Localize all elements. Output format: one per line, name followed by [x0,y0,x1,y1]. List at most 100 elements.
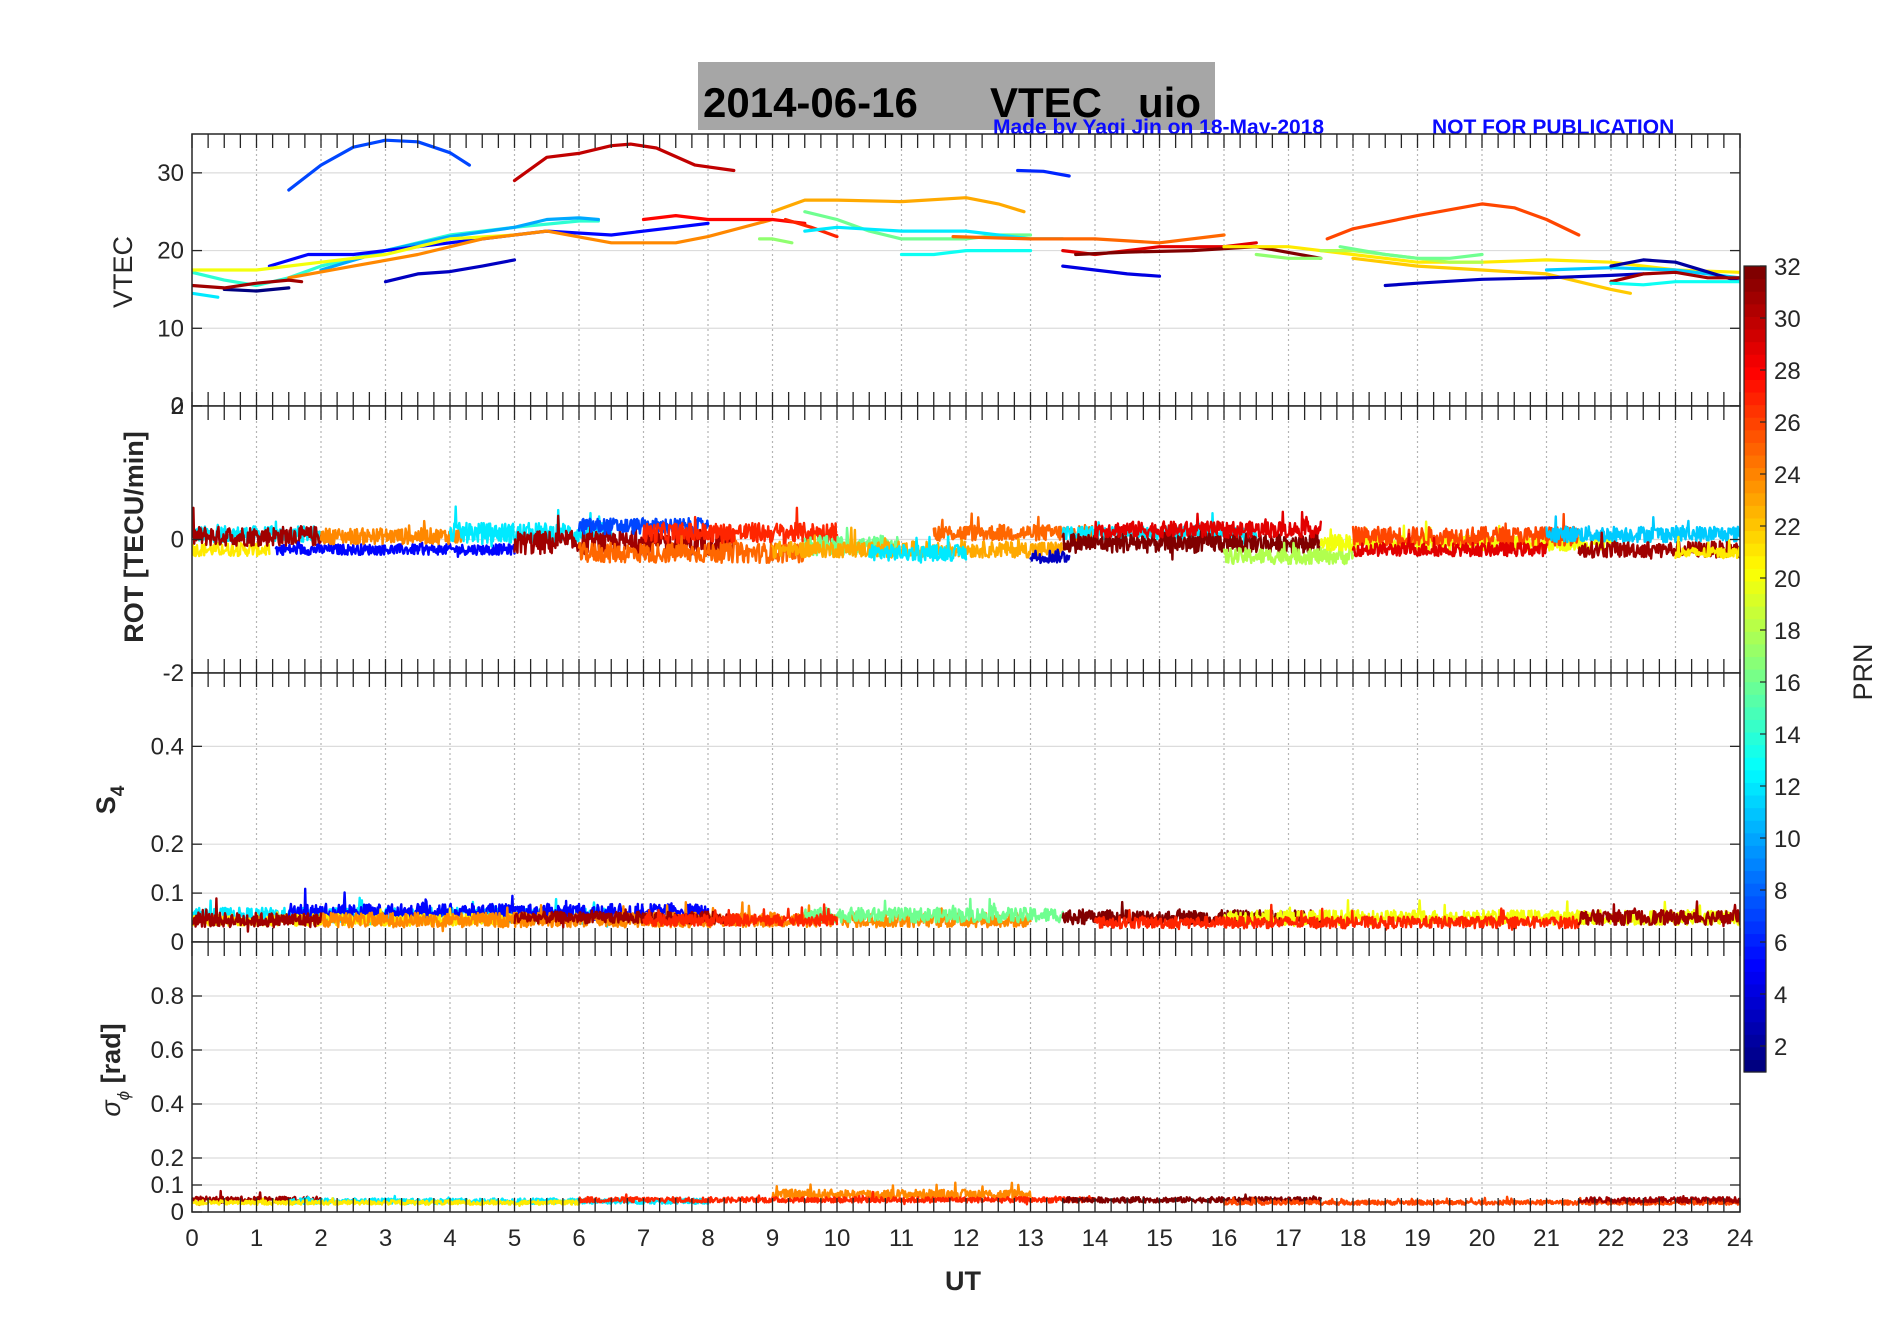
s4-series-group [192,887,1740,933]
vtec-series-prn-2 [1609,258,1740,284]
colorbar-segment [1744,517,1766,532]
colorbar-tick-label: 26 [1774,410,1801,437]
colorbar-segment [1744,1059,1766,1073]
colorbar-tick-label: 14 [1774,722,1801,749]
rot-series-prn-24 [319,519,465,546]
title-quantity: VTEC [990,79,1102,126]
colorbar-segment [1744,480,1766,494]
vtec-series-prn-11 [1544,266,1740,280]
colorbar-tick-label: 18 [1774,618,1801,645]
colorbar-tick-label: 16 [1774,670,1801,697]
colorbar-segment [1744,366,1766,380]
s4-series-prn-31 [192,897,323,933]
colorbar-segment [1744,543,1766,557]
colorbar-segment [1744,593,1766,607]
colorbar-segment [1744,870,1766,884]
vtec-ytick-label: 30 [157,160,184,187]
title-date: 2014-06-16 [703,79,918,126]
sigma_phi-series-prn-24 [771,1181,1032,1201]
sigma-phi-panel: 00.10.20.40.60.80 1 2 3 4 5 6 7 8 9 10 11 12 13 14 15 16… [151,941,1753,1252]
rot-series-group [192,505,1740,566]
colorbar-segment [1744,694,1766,708]
colorbar-segment [1744,341,1766,355]
s4-series-prn-31 [513,908,735,929]
colorbar-segment [1744,669,1766,683]
colorbar-segment [1744,354,1766,368]
vtec-ytick-label: 20 [157,238,184,265]
x-tick-label: 8 [701,1225,714,1252]
vtec-series-prn-25 [951,233,1226,245]
colorbar-segment [1744,328,1766,343]
x-tick-label: 21 [1533,1225,1560,1252]
rot-series-prn-21 [192,537,271,558]
colorbar-segment [1744,857,1766,872]
colorbar-segment [1744,946,1766,960]
x-tick-label: 10 [824,1225,851,1252]
rot-series-prn-12 [868,532,968,564]
vtec-series-prn-13 [1609,280,1740,287]
vtec-series-prn-6 [1016,168,1071,178]
rot-ytick-label: 2 [171,393,184,420]
vtec-series-prn-30 [512,142,736,183]
vtec-series-prn-1 [222,286,291,293]
vtec-series-prn-3 [1383,272,1645,288]
s4-ytick-label: 0.4 [151,733,184,760]
rot-series-prn-5 [274,541,516,558]
x-tick-label: 16 [1211,1225,1238,1252]
colorbar-tick-label: 32 [1774,254,1801,281]
colorbar-segment [1744,417,1766,431]
s4-ytick-label: 0 [171,929,184,956]
vtec-series-prn-16 [1338,245,1484,260]
colorbar-segment [1744,429,1766,443]
rot-ytick-label: 0 [171,527,184,554]
colorbar-segment [1744,656,1766,670]
sigma_phi-ytick-label: 0.2 [151,1145,184,1172]
vtec-series-prn-31 [1609,270,1740,284]
colorbar-segment [1744,492,1766,506]
vtec-ytick-label: 10 [157,315,184,342]
colorbar-segment [1744,442,1766,456]
colorbar-tick-label: 24 [1774,462,1801,489]
colorbar-segment [1744,706,1766,720]
sigma_phi-ytick-label: 0.6 [151,1037,184,1064]
x-tick-label: 15 [1146,1225,1173,1252]
colorbar-tick-label: 6 [1774,930,1787,957]
x-tick-label: 3 [379,1225,392,1252]
rot-series-prn-21 [1674,535,1740,560]
colorbar-segment [1744,606,1766,620]
colorbar-segment [1744,807,1766,821]
colorbar-segment [1744,794,1766,809]
vtec-series-prn-3 [383,258,517,284]
rot-series-prn-29 [1093,510,1322,539]
x-tick-label: 5 [508,1225,521,1252]
colorbar-segment [1744,530,1766,544]
colorbar-segment [1744,820,1766,834]
s4-axis-label: S4 [91,785,129,814]
x-tick-label: 7 [637,1225,650,1252]
s4-series-prn-31 [1577,900,1740,928]
colorbar-segment [1744,908,1766,922]
colorbar-segment [1744,1046,1766,1061]
x-tick-label: 18 [1340,1225,1367,1252]
colorbar-segment [1744,555,1766,569]
colorbar-segment [1744,757,1766,771]
colorbar-segment [1744,618,1766,632]
colorbar-segment [1744,568,1766,582]
rot-series-prn-27 [642,506,839,545]
colorbar-tick-label: 30 [1774,306,1801,333]
vtec-series-prn-24 [287,217,775,280]
s4-ytick-label: 0.1 [151,880,184,907]
colorbar-segment [1744,643,1766,658]
x-tick-label: 9 [766,1225,779,1252]
colorbar-segment [1744,983,1766,998]
colorbar-label: PRN [1848,643,1878,700]
colorbar-tick-label: 4 [1774,982,1787,1009]
x-tick-label: 0 [185,1225,198,1252]
vtec-series-prn-17 [1254,252,1323,260]
colorbar-segment [1744,769,1766,783]
colorbar-segment [1744,883,1766,897]
colorbar-segment [1744,391,1766,406]
x-tick-label: 17 [1275,1225,1302,1252]
vtec-series-prn-27 [783,217,839,239]
s4-ytick-label: 0.2 [151,831,184,858]
